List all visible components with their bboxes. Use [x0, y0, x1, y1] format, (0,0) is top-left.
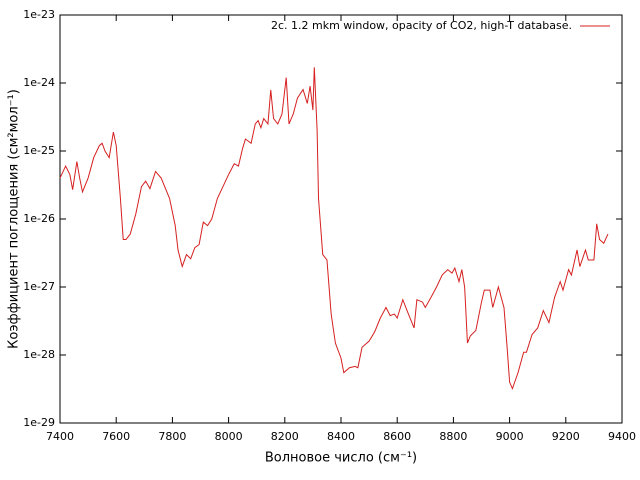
x-tick-label: 9400	[608, 430, 636, 443]
x-tick-label: 8000	[215, 430, 243, 443]
x-tick-label: 7600	[102, 430, 130, 443]
y-tick-label: 1e-29	[23, 416, 55, 429]
x-tick-label: 9200	[552, 430, 580, 443]
x-tick-label: 8600	[383, 430, 411, 443]
data-line	[59, 67, 609, 391]
y-tick-label: 1e-27	[23, 280, 55, 293]
x-tick-label: 7400	[46, 430, 74, 443]
x-tick-label: 7800	[158, 430, 186, 443]
legend-label: 2c. 1.2 mkm window, opacity of CO2, high…	[271, 19, 572, 32]
y-tick-label: 1e-23	[23, 8, 55, 21]
y-tick-label: 1e-26	[23, 212, 55, 225]
x-tick-label: 8400	[327, 430, 355, 443]
y-tick-label: 1e-24	[23, 76, 55, 89]
plot-frame	[59, 14, 623, 424]
y-axis-label: Коэффициент поглощения (см²мол⁻¹)	[7, 89, 22, 349]
y-tick-label: 1e-25	[23, 144, 55, 157]
y-tick-label: 1e-28	[23, 348, 55, 361]
x-axis-label: Волновое число (см⁻¹)	[265, 451, 417, 466]
x-tick-label: 8200	[271, 430, 299, 443]
x-tick-label: 9000	[496, 430, 524, 443]
x-tick-label: 8800	[439, 430, 467, 443]
